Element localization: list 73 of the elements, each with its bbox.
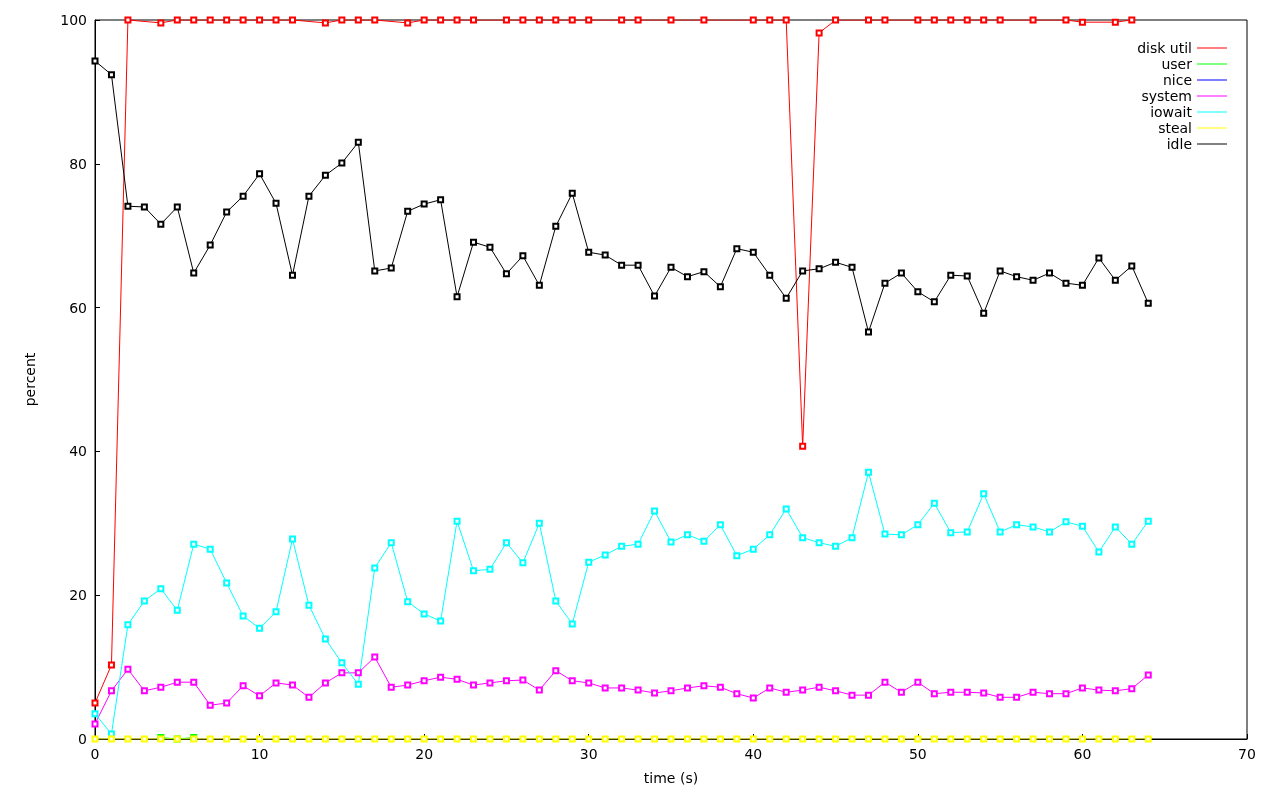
- point: [996, 16, 1004, 24]
- point: [552, 16, 560, 24]
- y-tick-label: 80: [69, 155, 87, 172]
- point: [420, 16, 428, 24]
- legend-label: nice: [1162, 72, 1192, 88]
- point: [157, 19, 165, 27]
- point: [91, 699, 99, 707]
- legend-label: idle: [1166, 136, 1192, 152]
- x-tick-label: 40: [744, 746, 763, 762]
- y-tick-label: 100: [60, 12, 87, 28]
- point: [815, 29, 823, 37]
- point: [239, 16, 247, 24]
- point: [1029, 16, 1037, 24]
- point: [782, 16, 790, 24]
- point: [502, 16, 510, 24]
- point: [930, 16, 938, 24]
- legend-label: user: [1161, 56, 1193, 72]
- point: [1062, 16, 1070, 24]
- point: [947, 16, 955, 24]
- x-tick-label: 20: [415, 746, 434, 762]
- point: [914, 16, 922, 24]
- x-tick-label: 60: [1073, 746, 1092, 762]
- x-tick-label: 0: [90, 746, 100, 762]
- point: [980, 16, 988, 24]
- point: [190, 16, 198, 24]
- point: [1111, 18, 1119, 26]
- point: [618, 16, 626, 24]
- point: [799, 442, 807, 450]
- x-tick-label: 50: [908, 746, 927, 762]
- point: [288, 16, 296, 24]
- point: [338, 16, 346, 24]
- y-tick-label: 60: [69, 299, 87, 316]
- point: [470, 16, 478, 24]
- point: [963, 16, 971, 24]
- point: [1078, 18, 1086, 26]
- point: [321, 19, 329, 27]
- point: [256, 16, 264, 24]
- point: [437, 16, 445, 24]
- point: [881, 16, 889, 24]
- point: [173, 16, 181, 24]
- point: [519, 16, 527, 24]
- point: [354, 16, 362, 24]
- x-tick-label: 10: [250, 746, 269, 762]
- x-tick-label: 70: [1238, 746, 1256, 762]
- point: [124, 16, 132, 24]
- legend-label: disk util: [1137, 40, 1192, 56]
- point: [568, 16, 576, 24]
- point: [700, 16, 708, 24]
- point: [585, 16, 593, 24]
- x-axis-title: time (s): [643, 770, 699, 786]
- point: [634, 16, 642, 24]
- y-tick-label: 0: [78, 731, 87, 747]
- point: [535, 16, 543, 24]
- point: [864, 16, 872, 24]
- y-tick-label: 20: [69, 587, 87, 604]
- point: [749, 16, 757, 24]
- point: [223, 16, 231, 24]
- point: [766, 16, 774, 24]
- point: [371, 16, 379, 24]
- point: [667, 16, 675, 24]
- legend-label: steal: [1158, 120, 1192, 136]
- point: [832, 16, 840, 24]
- point: [1128, 16, 1136, 24]
- point: [272, 16, 280, 24]
- point: [453, 16, 461, 24]
- point: [206, 16, 214, 24]
- legend-label: system: [1141, 88, 1192, 104]
- point: [404, 19, 412, 27]
- y-tick-label: 40: [69, 443, 87, 460]
- x-tick-label: 30: [579, 746, 598, 762]
- point: [107, 661, 115, 669]
- y-axis-title: percent: [22, 352, 38, 407]
- legend-label: iowait: [1150, 104, 1193, 120]
